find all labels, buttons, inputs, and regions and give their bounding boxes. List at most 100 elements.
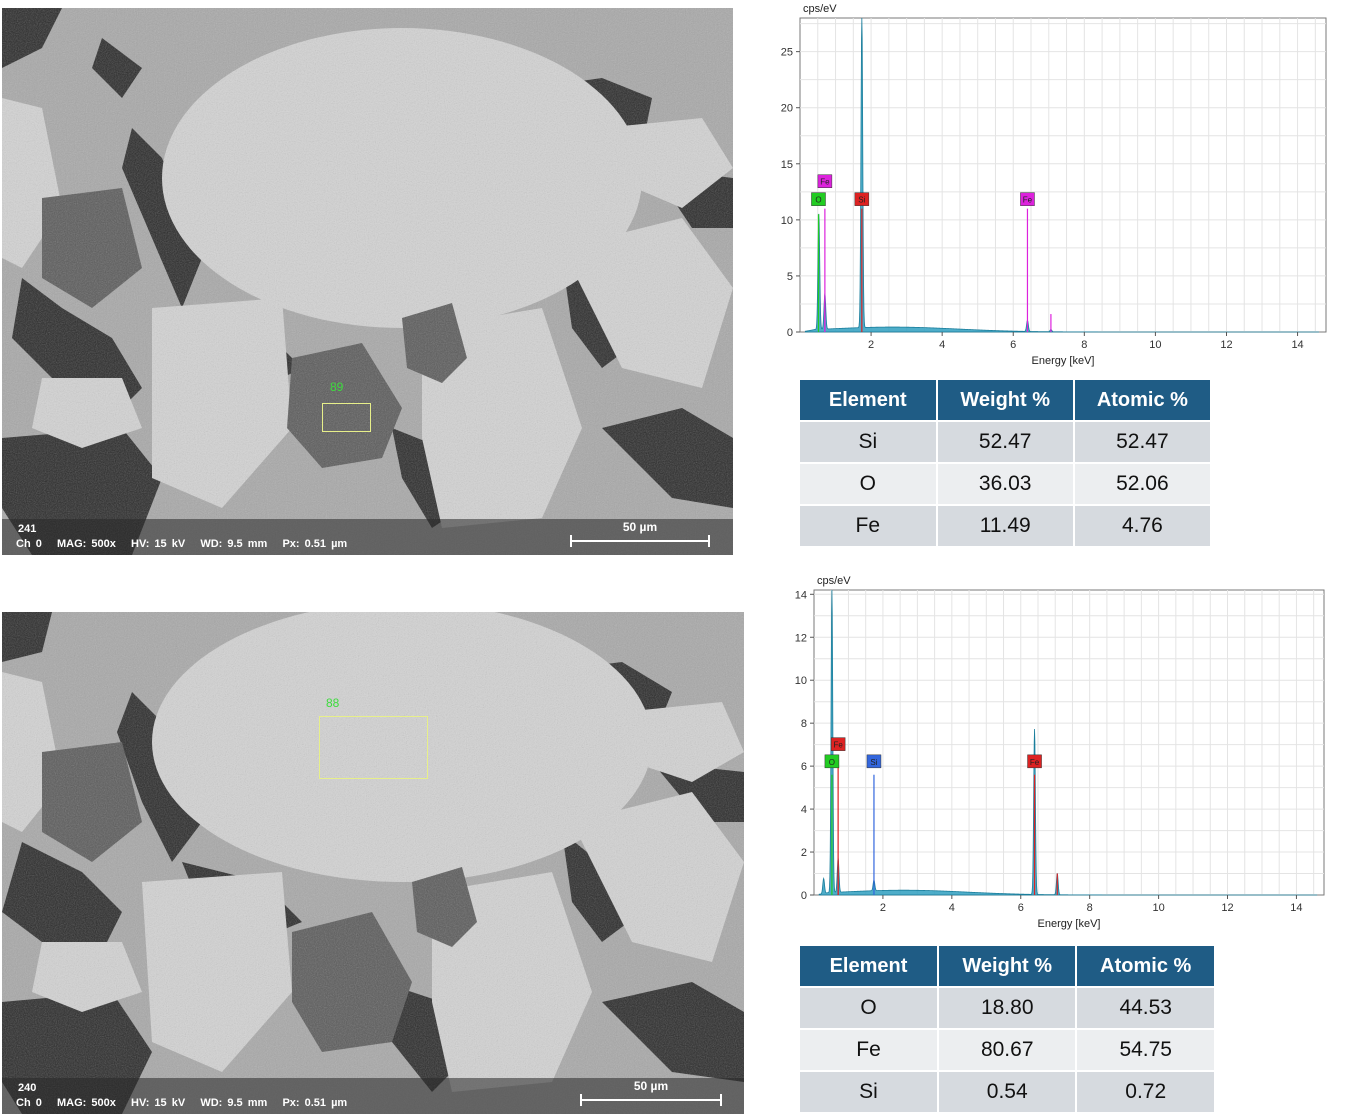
spectrum-series [804,17,1319,333]
scale-label: 50 µm [633,1079,669,1093]
weight-cell: 80.67 [937,1028,1078,1072]
plot-area [799,17,1327,333]
element-marker-label: O [829,758,835,767]
element-marker-label: O [815,196,821,205]
x-tick-label: 10 [1152,902,1164,914]
column-header: Weight % [935,378,1075,422]
roi-label: 88 [326,696,340,710]
y-axis-label: cps/eV [817,575,851,587]
weight-cell: 11.49 [935,504,1075,548]
x-tick-label: 4 [949,902,955,914]
y-axis-label: cps/eV [803,3,837,15]
scale-bar [580,1094,722,1106]
y-tick-label: 10 [781,215,793,227]
weight-cell: 36.03 [935,462,1075,506]
y-tick-label: 4 [801,804,807,816]
spectrum-series [818,589,1318,896]
element-marker-label: Fe [820,178,830,187]
roi-box [322,403,371,432]
x-tick-label: 12 [1221,902,1233,914]
x-tick-label: 2 [868,339,874,351]
sem-image-top: 89 241 Ch 0 MAG: 500x HV: 15 kV WD: 9.5 … [2,8,733,555]
atomic-cell: 54.75 [1075,1028,1216,1072]
element-table-bottom: Element Weight % Atomic % O 18.80 44.53 … [797,944,1216,1114]
element-marker [854,192,870,206]
element-marker [1020,192,1035,206]
element-cell: Si [797,1070,940,1114]
element-marker [866,754,882,769]
weight-cell: 18.80 [937,986,1078,1030]
element-marker [1027,754,1042,769]
x-tick-label: 8 [1081,339,1087,351]
sem-micrograph [2,8,733,555]
sem-info-bar [2,519,733,555]
y-tick-label: 0 [801,890,807,902]
element-marker-label: Fe [833,741,843,750]
image-id: 240 [18,1082,37,1094]
y-tick-label: 6 [801,761,807,773]
element-marker [824,754,840,769]
eds-spectrum-top: O Fe Si Fe 2 4 6 8 10 12 14 0 5 10 15 20 25 cps/eV Energy … [781,3,1327,367]
column-header: Atomic % [1072,378,1213,422]
table-row: Fe 11.49 4.76 [798,504,1213,548]
atomic-cell: 4.76 [1072,504,1213,548]
column-header: Element [797,944,940,988]
x-axis-label: Energy [keV] [1032,355,1095,367]
acquisition-parameters: Ch 0 MAG: 500x HV: 15 kV WD: 9.5 mm Px: … [16,538,348,550]
x-tick-label: 8 [1087,902,1093,914]
weight-cell: 52.47 [935,420,1075,464]
image-id: 241 [18,523,37,535]
acquisition-parameters: Ch 0 MAG: 500x HV: 15 kV WD: 9.5 mm Px: … [16,1097,348,1109]
x-tick-label: 14 [1290,902,1302,914]
x-tick-label: 4 [939,339,945,351]
atomic-cell: 0.72 [1075,1070,1216,1114]
plot-area [813,589,1325,896]
element-marker-label: Si [870,758,877,767]
x-tick-label: 6 [1010,339,1016,351]
y-tick-label: 25 [781,47,793,59]
column-header: Atomic % [1075,944,1216,988]
table-row: O 18.80 44.53 [797,986,1216,1030]
eds-spectrum-bottom: Fe O Si Fe 2 4 6 8 10 12 14 0 2 4 6 8 10 12 14 cps/eV Energy… [795,575,1325,930]
y-tick-label: 20 [781,103,793,115]
sem-micrograph [2,612,744,1114]
element-cell: O [798,462,938,506]
x-tick-label: 6 [1018,902,1024,914]
element-table-top: Element Weight % Atomic % Si 52.47 52.47… [798,378,1213,548]
column-header: Element [798,378,938,422]
atomic-cell: 52.06 [1072,462,1213,506]
y-tick-label: 8 [801,718,807,730]
element-marker [811,192,826,206]
x-tick-label: 12 [1220,339,1232,351]
x-tick-label: 14 [1291,339,1303,351]
y-tick-label: 15 [781,159,793,171]
weight-cell: 0.54 [937,1070,1078,1114]
y-tick-label: 14 [795,589,807,601]
sem-info-bar [2,1078,744,1114]
roi-label: 89 [330,380,344,394]
element-marker [830,737,846,751]
table-row: O 36.03 52.06 [798,462,1213,506]
element-cell: Si [798,420,938,464]
element-marker-label: Fe [1023,196,1033,205]
element-marker [817,174,833,188]
x-tick-label: 2 [880,902,886,914]
roi-box [319,716,428,779]
y-tick-label: 0 [787,327,793,339]
table-row: Fe 80.67 54.75 [797,1028,1216,1072]
atomic-cell: 44.53 [1075,986,1216,1030]
y-tick-label: 2 [801,847,807,859]
scale-label: 50 µm [622,520,658,534]
table-row: Si 52.47 52.47 [798,420,1213,464]
element-marker-label: Fe [1030,758,1040,767]
column-header: Weight % [937,944,1078,988]
x-axis-label: Energy [keV] [1038,918,1101,930]
x-tick-label: 10 [1149,339,1161,351]
element-cell: Fe [798,504,938,548]
sem-image-bottom: 88 240 Ch 0 MAG: 500x HV: 15 kV WD: 9.5 … [2,612,744,1114]
y-tick-label: 5 [787,271,793,283]
atomic-cell: 52.47 [1072,420,1213,464]
y-tick-label: 10 [795,675,807,687]
scale-bar [570,535,710,547]
y-tick-label: 12 [795,632,807,644]
